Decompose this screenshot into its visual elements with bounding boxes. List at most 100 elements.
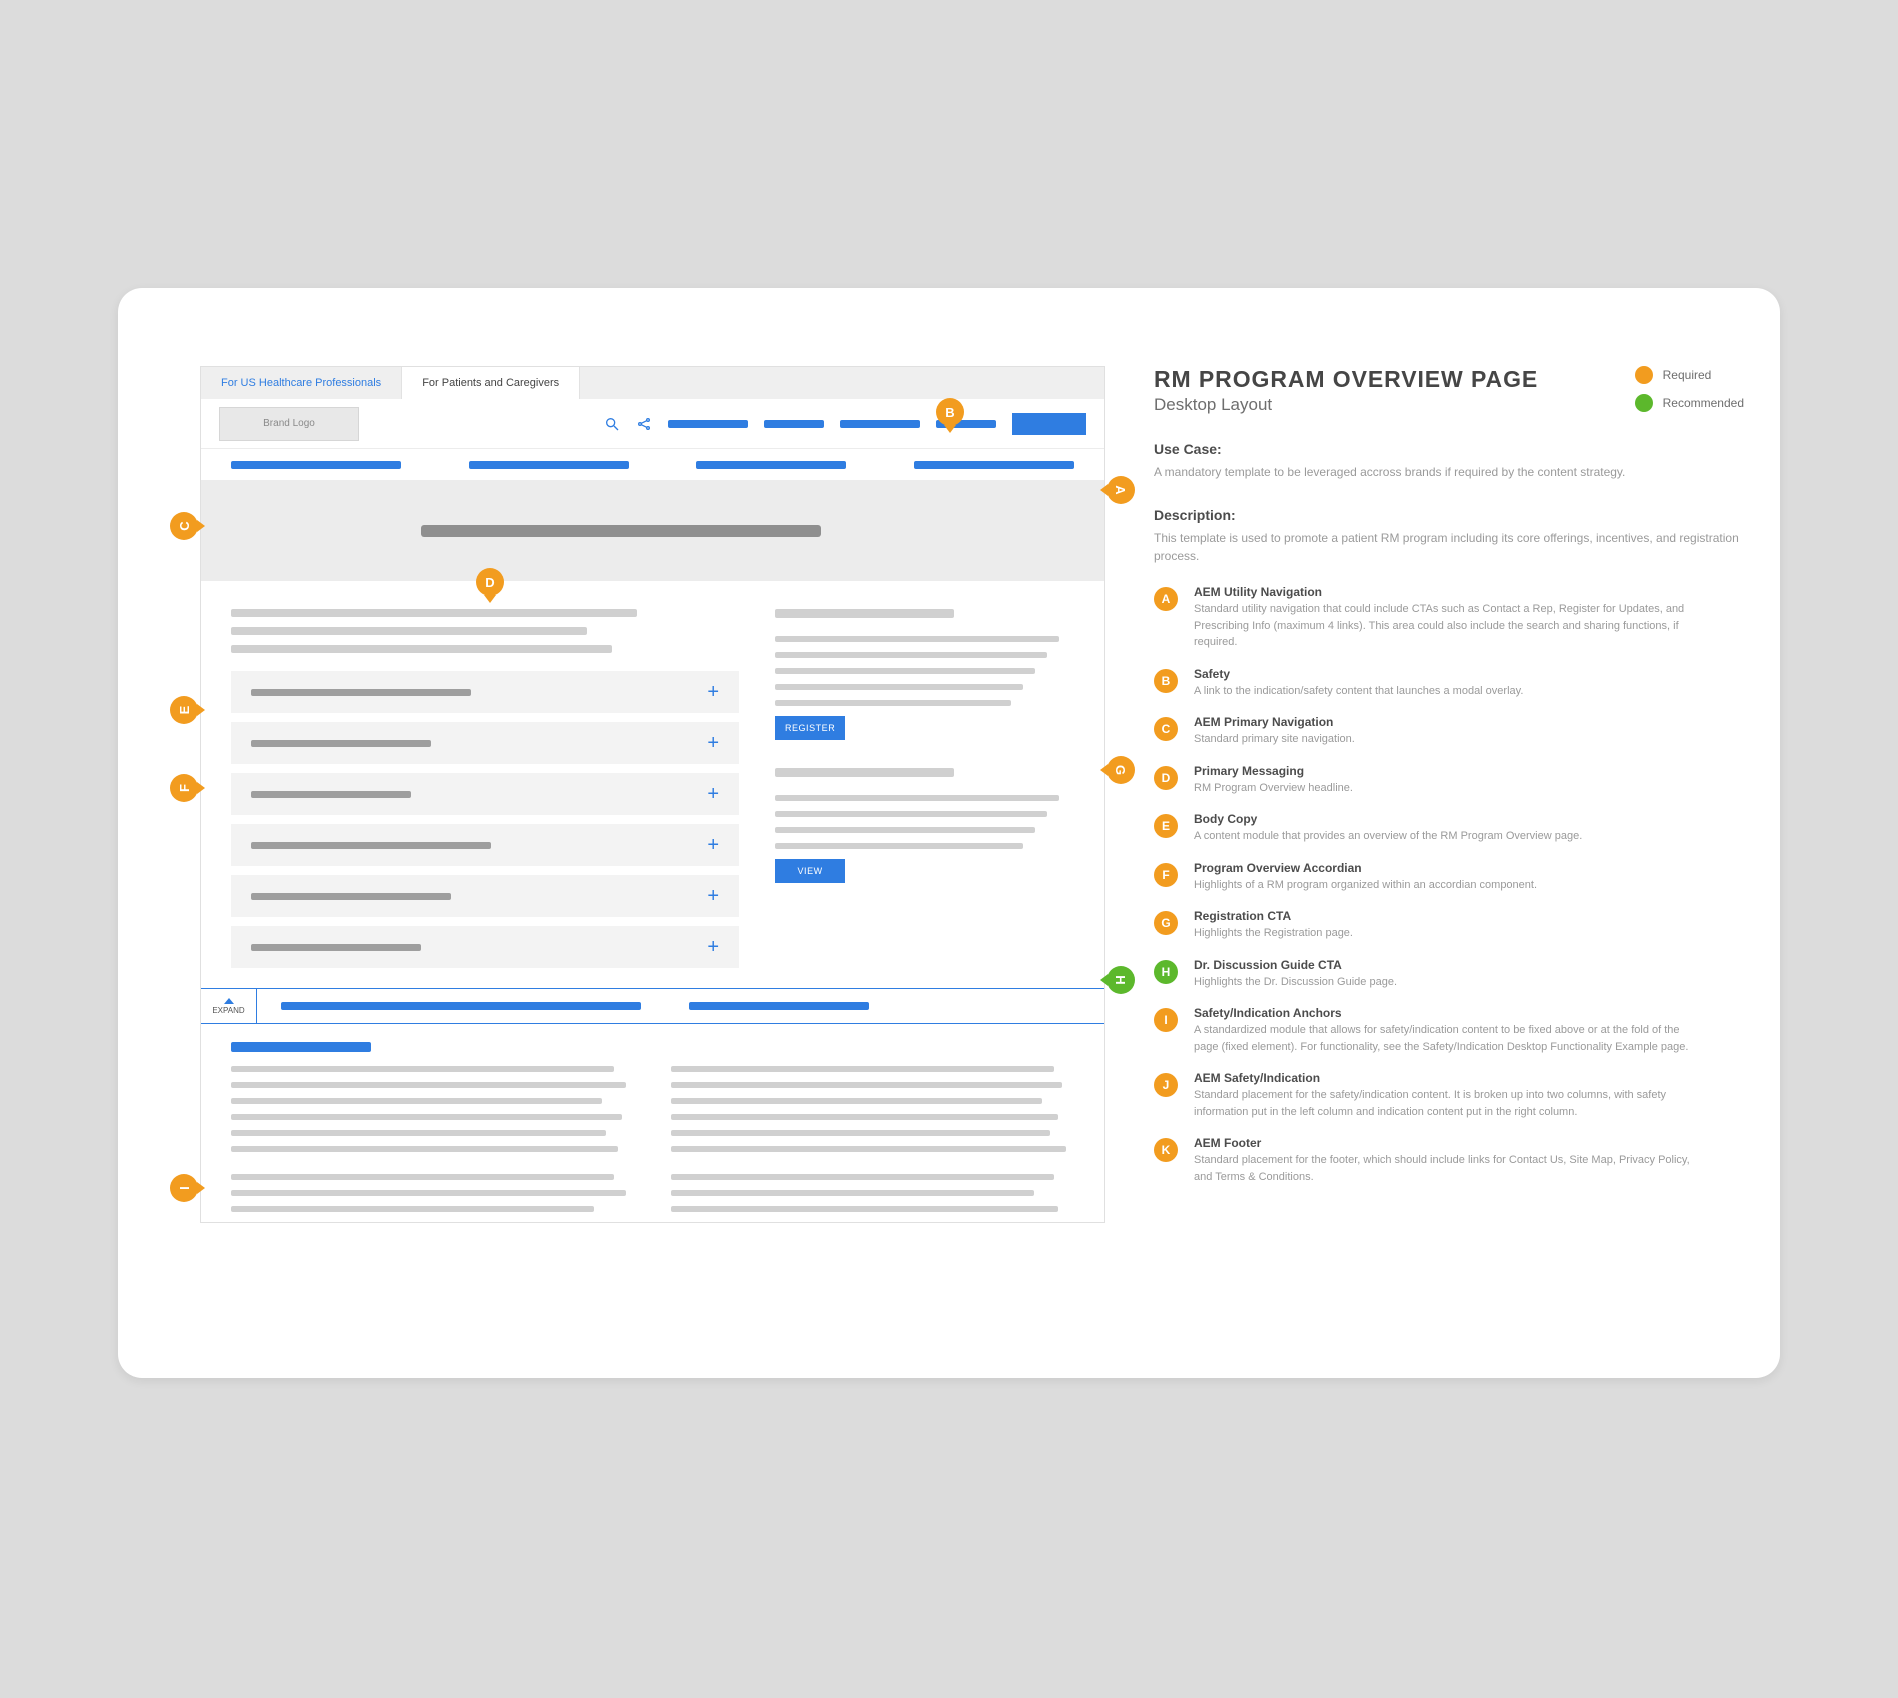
spec-badge: J — [1154, 1073, 1178, 1097]
accordion-row[interactable]: + — [231, 773, 739, 815]
spec-item-B: BSafetyA link to the indication/safety c… — [1154, 667, 1744, 700]
spec-item-title: AEM Primary Navigation — [1194, 715, 1355, 729]
marker-G: G — [1099, 756, 1135, 784]
legend-label-recommended: Recommended — [1663, 396, 1744, 410]
spec-item-desc: Standard utility navigation that could i… — [1194, 601, 1694, 651]
nav-item[interactable] — [469, 461, 629, 469]
plus-icon: + — [707, 784, 719, 804]
spec-item-desc: A content module that provides an overvi… — [1194, 828, 1582, 845]
nav-item[interactable] — [231, 461, 401, 469]
accordion-row[interactable]: + — [231, 824, 739, 866]
marker-B: B — [936, 398, 964, 434]
side-column: REGISTER VIEW — [775, 609, 1074, 968]
spec-item-title: Registration CTA — [1194, 909, 1353, 923]
spec-badge: I — [1154, 1008, 1178, 1032]
hero-headline-placeholder — [421, 525, 821, 537]
accordion-label-placeholder — [251, 791, 411, 798]
utility-link[interactable] — [668, 420, 748, 428]
safety-indication — [201, 1024, 1104, 1222]
design-canvas: For US Healthcare Professionals For Pati… — [118, 288, 1780, 1378]
spec-item-title: Safety/Indication Anchors — [1194, 1006, 1694, 1020]
accordion-row[interactable]: + — [231, 875, 739, 917]
utility-cta-button[interactable] — [1012, 413, 1086, 435]
spec-item-desc: Standard placement for the safety/indica… — [1194, 1087, 1694, 1120]
safety-column — [231, 1042, 635, 1222]
cta-block: REGISTER — [775, 609, 1074, 740]
spec-item-title: Dr. Discussion Guide CTA — [1194, 958, 1397, 972]
search-icon[interactable] — [604, 416, 620, 432]
legend-dot-required — [1635, 366, 1653, 384]
plus-icon: + — [707, 886, 719, 906]
accordion-label-placeholder — [251, 689, 471, 696]
marker-H: H — [1099, 966, 1135, 994]
hero — [201, 481, 1104, 581]
register-button[interactable]: REGISTER — [775, 716, 845, 740]
spec-item-desc: A standardized module that allows for sa… — [1194, 1022, 1694, 1055]
utility-link[interactable] — [840, 420, 920, 428]
page-subtitle: Desktop Layout — [1154, 395, 1538, 415]
spec-item-list: AAEM Utility NavigationStandard utility … — [1154, 585, 1744, 1185]
safety-anchor-link[interactable] — [689, 1002, 869, 1010]
spec-item-K: KAEM FooterStandard placement for the fo… — [1154, 1136, 1744, 1185]
indication-column — [671, 1042, 1075, 1222]
tab-hcp[interactable]: For US Healthcare Professionals — [201, 367, 402, 399]
spec-item-desc: Standard primary site navigation. — [1194, 731, 1355, 748]
spec-badge: H — [1154, 960, 1178, 984]
spec-item-G: G Registration CTA Highlights the Registra… — [1154, 909, 1744, 942]
spec-item-title: AEM Utility Navigation — [1194, 585, 1694, 599]
plus-icon: + — [707, 937, 719, 957]
expand-toggle[interactable]: EXPAND — [201, 989, 257, 1023]
description-heading: Description: — [1154, 507, 1744, 523]
spec-item-C: C AEM Primary Navigation Standard primary … — [1154, 715, 1744, 748]
spec-item-title: Body Copy — [1194, 812, 1582, 826]
spec-item-desc: Highlights the Dr. Discussion Guide page… — [1194, 974, 1397, 991]
program-accordion: + + + + + + — [231, 671, 739, 968]
safety-anchor-links — [257, 1002, 1104, 1010]
spec-item-H: H Dr. Discussion Guide CTA Highlights the … — [1154, 958, 1744, 991]
accordion-label-placeholder — [251, 842, 491, 849]
utility-nav: Brand Logo — [201, 399, 1104, 449]
wireframe: For US Healthcare Professionals For Pati… — [200, 366, 1105, 1223]
primary-nav — [201, 449, 1104, 481]
spec-item-desc: Highlights of a RM program organized wit… — [1194, 877, 1537, 894]
spec-badge: C — [1154, 717, 1178, 741]
accordion-row[interactable]: + — [231, 722, 739, 764]
spec-item-desc: A link to the indication/safety content … — [1194, 683, 1523, 700]
plus-icon: + — [707, 733, 719, 753]
spec-badge: K — [1154, 1138, 1178, 1162]
legend-label-required: Required — [1663, 368, 1712, 382]
spec-item-title: AEM Safety/Indication — [1194, 1071, 1694, 1085]
spec-item-desc: Highlights the Registration page. — [1194, 925, 1353, 942]
plus-icon: + — [707, 835, 719, 855]
spec-item-A: AAEM Utility NavigationStandard utility … — [1154, 585, 1744, 651]
marker-I: I — [170, 1174, 206, 1202]
spec-item-D: DPrimary MessagingRM Program Overview he… — [1154, 764, 1744, 797]
spec-item-title: Safety — [1194, 667, 1523, 681]
marker-C: C — [170, 512, 206, 540]
accordion-label-placeholder — [251, 740, 431, 747]
marker-F: F — [170, 774, 206, 802]
description-text: This template is used to promote a patie… — [1154, 529, 1744, 565]
brand-logo: Brand Logo — [219, 407, 359, 441]
utility-link[interactable] — [764, 420, 824, 428]
safety-anchor-link[interactable] — [281, 1002, 641, 1010]
usecase-heading: Use Case: — [1154, 441, 1744, 457]
view-button[interactable]: VIEW — [775, 859, 845, 883]
spec-badge: D — [1154, 766, 1178, 790]
spec-item-title: Primary Messaging — [1194, 764, 1353, 778]
accordion-row[interactable]: + — [231, 671, 739, 713]
spec-badge: G — [1154, 911, 1178, 935]
nav-item[interactable] — [914, 461, 1074, 469]
usecase-text: A mandatory template to be leveraged acc… — [1154, 463, 1744, 481]
accordion-row[interactable]: + — [231, 926, 739, 968]
safety-heading-placeholder — [231, 1042, 371, 1052]
accordion-label-placeholder — [251, 893, 451, 900]
nav-item[interactable] — [696, 461, 846, 469]
page-title: RM PROGRAM OVERVIEW PAGE — [1154, 366, 1538, 393]
accordion-label-placeholder — [251, 944, 421, 951]
spec-badge: E — [1154, 814, 1178, 838]
tab-patients[interactable]: For Patients and Caregivers — [402, 367, 580, 399]
spec-item-title: AEM Footer — [1194, 1136, 1694, 1150]
share-icon[interactable] — [636, 416, 652, 432]
audience-tabs: For US Healthcare Professionals For Pati… — [201, 367, 1104, 399]
